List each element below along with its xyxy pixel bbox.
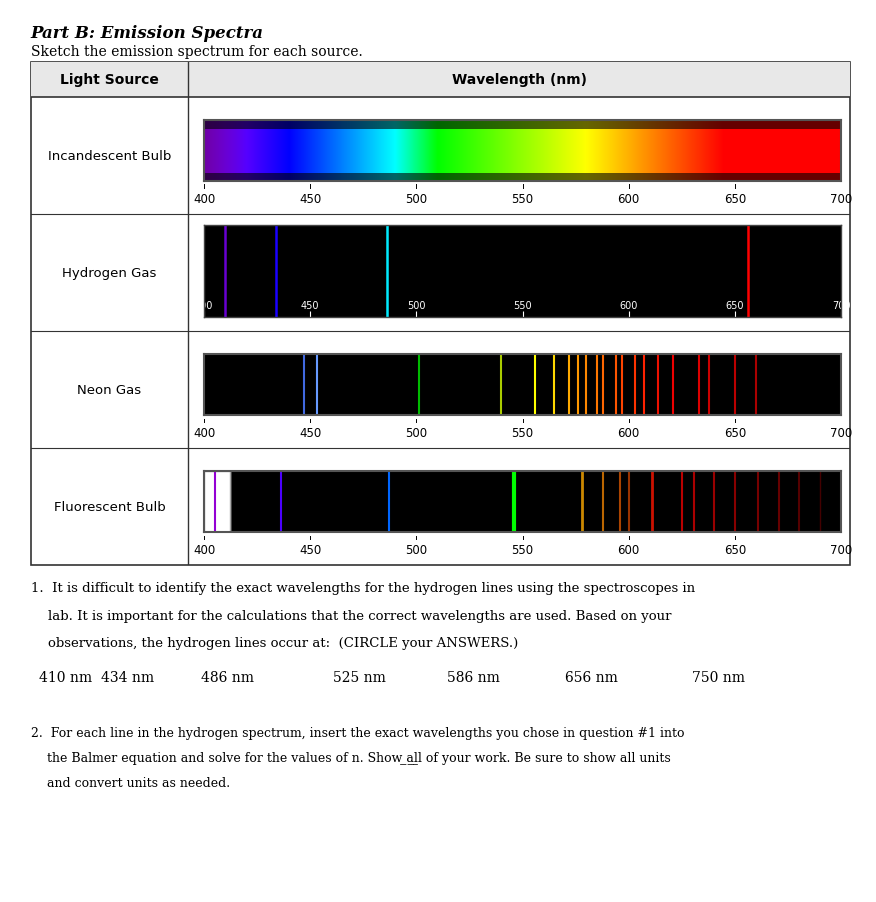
Text: 400: 400 (193, 193, 215, 206)
Text: 600: 600 (618, 193, 639, 206)
Text: 550: 550 (512, 544, 533, 557)
Bar (31, 63, 850, 97)
Text: 586 nm: 586 nm (447, 670, 499, 685)
Text: Light Source: Light Source (60, 73, 159, 87)
Text: 410 nm: 410 nm (39, 670, 93, 685)
Text: 650: 650 (724, 427, 746, 440)
Text: Wavelength (nm): Wavelength (nm) (451, 73, 587, 87)
Text: and convert units as needed.: and convert units as needed. (31, 777, 230, 789)
Text: 700: 700 (830, 427, 852, 440)
Text: the Balmer equation and solve for the values of n. Show ̲a̲l̲l of your work. Be : the Balmer equation and solve for the va… (31, 751, 670, 764)
Text: 525 nm: 525 nm (333, 670, 385, 685)
Text: Part B: Emission Spectra: Part B: Emission Spectra (31, 25, 264, 42)
Text: 550: 550 (512, 427, 533, 440)
Text: 450: 450 (299, 193, 321, 206)
Text: 500: 500 (406, 427, 427, 440)
Text: Neon Gas: Neon Gas (77, 383, 142, 397)
Text: 2.  For each line in the hydrogen spectrum, insert the exact wavelengths you cho: 2. For each line in the hydrogen spectru… (31, 726, 684, 739)
Text: 700: 700 (830, 544, 852, 557)
Text: 450: 450 (299, 427, 321, 440)
Text: 650: 650 (724, 193, 746, 206)
Text: lab. It is important for the calculations that the correct wavelengths are used.: lab. It is important for the calculation… (31, 609, 671, 621)
Text: 400: 400 (193, 544, 215, 557)
Text: Incandescent Bulb: Incandescent Bulb (48, 150, 171, 162)
Text: Fluorescent Bulb: Fluorescent Bulb (53, 501, 166, 513)
Text: Sketch the emission spectrum for each source.: Sketch the emission spectrum for each so… (31, 45, 363, 60)
Text: 600: 600 (618, 427, 639, 440)
Text: 656 nm: 656 nm (565, 670, 618, 685)
Text: 400: 400 (193, 427, 215, 440)
Text: 486 nm: 486 nm (201, 670, 255, 685)
Text: 750 nm: 750 nm (692, 670, 745, 685)
Text: 434 nm: 434 nm (101, 670, 154, 685)
Text: 450: 450 (299, 544, 321, 557)
Bar (204, 472, 230, 533)
Text: 550: 550 (512, 193, 533, 206)
Text: Hydrogen Gas: Hydrogen Gas (62, 266, 157, 280)
Text: observations, the hydrogen lines occur at:  (CIRCLE your ANSWERS.): observations, the hydrogen lines occur a… (31, 636, 518, 649)
Text: 500: 500 (406, 544, 427, 557)
Text: 1.  It is difficult to identify the exact wavelengths for the hydrogen lines usi: 1. It is difficult to identify the exact… (31, 582, 695, 594)
Text: 500: 500 (406, 193, 427, 206)
Text: 600: 600 (618, 544, 639, 557)
Text: 650: 650 (724, 544, 746, 557)
Bar (204, 472, 230, 533)
Text: 700: 700 (830, 193, 852, 206)
